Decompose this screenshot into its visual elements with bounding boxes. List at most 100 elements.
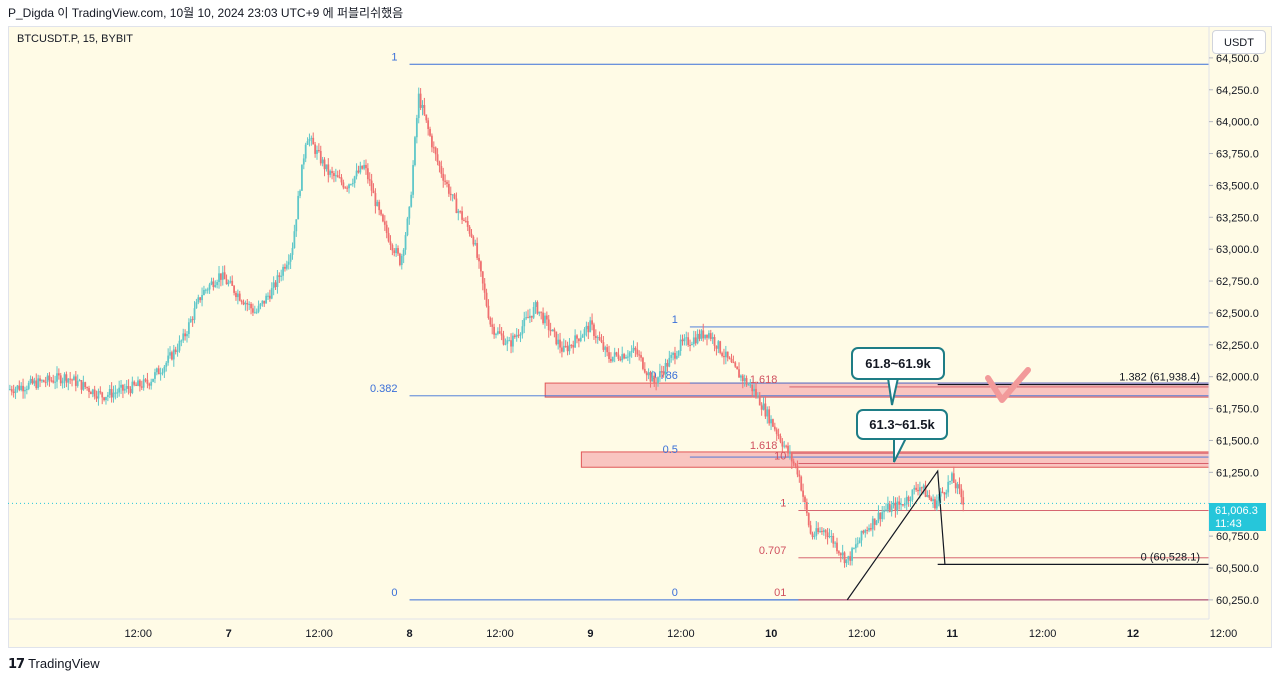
candle-body: [299, 190, 301, 196]
candle-body: [199, 297, 202, 301]
fib-level-label: 1.382 (61,938.4): [1119, 372, 1200, 384]
candle-body: [44, 382, 47, 384]
candle-body: [877, 512, 880, 521]
candle-body: [368, 179, 371, 181]
price-plot[interactable]: 10.382010.7860.501.6181.6181010.707011.3…: [8, 26, 1209, 619]
candle-body: [862, 530, 865, 533]
candle-body: [29, 378, 32, 383]
candle-body: [581, 335, 584, 338]
candle-body: [779, 436, 782, 442]
candle-body: [276, 275, 279, 288]
candle-body: [398, 253, 401, 265]
candle-body: [525, 317, 528, 319]
time-tick-label: 11: [946, 628, 958, 640]
candle-body: [201, 295, 203, 301]
candle-body: [796, 465, 799, 475]
candle-body: [596, 337, 599, 339]
candle-body: [915, 487, 918, 490]
candle-body: [664, 362, 667, 375]
candle-body: [662, 371, 665, 375]
candle-body: [410, 194, 413, 207]
candle-body: [191, 319, 194, 321]
candle-body: [412, 165, 414, 195]
candle-body: [909, 499, 912, 501]
currency-button[interactable]: USDT: [1212, 30, 1266, 54]
candle-body: [589, 320, 592, 333]
candle-body: [819, 531, 821, 533]
candle-body: [917, 489, 919, 492]
price-tick-label: 60,500.0: [1216, 563, 1259, 575]
candle-body: [836, 542, 838, 552]
candle-body: [630, 351, 633, 353]
candle-body: [495, 333, 497, 335]
candlestick-chart[interactable]: 10.382010.7860.501.6181.6181010.707011.3…: [8, 26, 1209, 619]
candle-body: [24, 390, 26, 392]
lower-zone-callout: 61.3~61.5k: [856, 409, 948, 440]
candle-body: [163, 366, 166, 373]
candle-body: [16, 385, 19, 389]
candle-body: [564, 345, 567, 347]
candle-body: [890, 505, 893, 512]
candle-body: [274, 282, 277, 288]
candle-body: [82, 382, 85, 390]
candle-body: [95, 396, 98, 399]
candle-body: [724, 351, 727, 358]
candle-body: [853, 548, 855, 550]
candle-body: [135, 384, 138, 386]
candle-body: [945, 492, 948, 495]
candle-body: [698, 333, 701, 339]
candle-body: [86, 387, 89, 389]
candle-body: [902, 504, 904, 506]
candle-body: [527, 317, 529, 319]
candle-body: [542, 312, 544, 324]
candle-body: [783, 445, 786, 447]
candle-body: [892, 502, 895, 506]
candle-body: [566, 346, 569, 352]
candle-body: [344, 187, 347, 189]
candle-body: [493, 326, 495, 335]
candle-body: [233, 285, 235, 293]
candle-body: [408, 206, 411, 219]
candle-body: [250, 303, 252, 309]
candle-body: [189, 319, 192, 323]
candle-body: [78, 380, 81, 382]
candle-body: [711, 337, 714, 339]
candle-body: [470, 233, 473, 237]
candle-body: [851, 548, 853, 561]
candle-body: [204, 289, 207, 291]
candle-body: [440, 166, 443, 174]
candle-body: [956, 484, 959, 489]
candle-body: [404, 235, 407, 250]
candle-body: [813, 535, 816, 537]
candle-body: [154, 372, 156, 379]
candle-body: [289, 254, 292, 262]
candle-body: [157, 368, 160, 375]
candle-body: [304, 144, 307, 159]
candle-body: [425, 114, 428, 121]
candle-body: [10, 389, 13, 392]
candle-body: [602, 342, 605, 350]
candle-body: [939, 491, 942, 497]
candle-body: [210, 281, 213, 285]
candle-body: [593, 324, 595, 337]
candle-body: [97, 391, 100, 399]
price-tick-label: 63,250.0: [1216, 212, 1259, 224]
candle-body: [227, 282, 230, 285]
candle-body: [530, 315, 533, 318]
candle-body: [864, 529, 867, 533]
candle-body: [655, 382, 658, 384]
candle-body: [738, 369, 740, 378]
candle-body: [108, 388, 111, 395]
candle-body: [962, 497, 965, 505]
candle-body: [896, 501, 899, 511]
candle-body: [302, 158, 305, 165]
candle-body: [487, 305, 490, 318]
price-tick-label: 62,000.0: [1216, 372, 1259, 384]
candle-body: [606, 347, 609, 353]
candle-body: [485, 292, 488, 306]
tradingview-footer[interactable]: 𝟭𝟳 TradingView: [8, 654, 100, 674]
candle-body: [549, 330, 552, 332]
candle-body: [538, 311, 541, 314]
candle-body: [847, 556, 850, 560]
candle-body: [610, 358, 612, 362]
